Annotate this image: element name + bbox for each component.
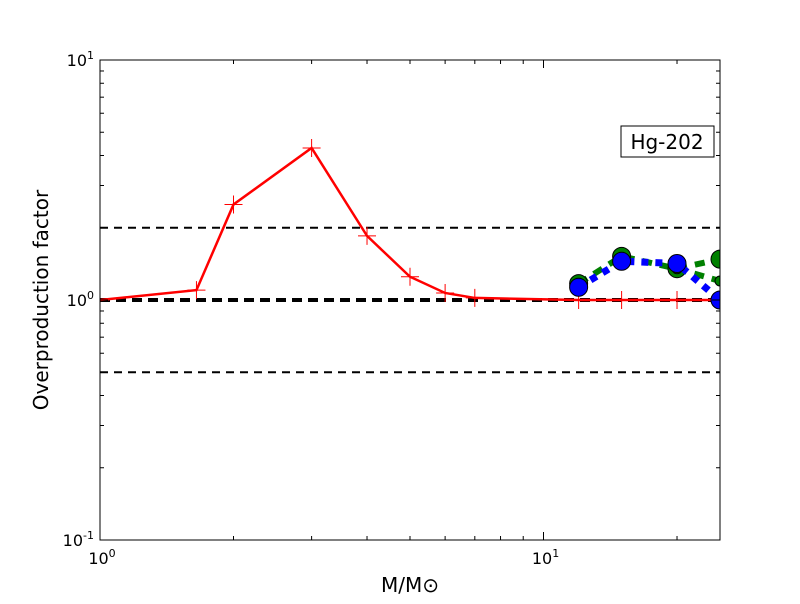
data-point <box>612 251 632 271</box>
data-point <box>710 249 720 269</box>
data-point <box>569 277 589 297</box>
data-point <box>187 281 206 300</box>
data-point <box>714 275 720 287</box>
data-point <box>612 291 631 309</box>
data-point <box>401 267 419 286</box>
y-axis-label: Overproduction factor <box>29 189 53 410</box>
data-point <box>302 138 321 157</box>
data-point <box>667 253 687 273</box>
data-point <box>668 291 687 309</box>
y-tick-label: 101 <box>67 49 94 70</box>
x-tick-label: 101 <box>532 547 559 568</box>
annotation-box: Hg-202 <box>620 125 715 158</box>
data-point <box>465 288 484 307</box>
data-point <box>358 226 377 245</box>
annotation-label: Hg-202 <box>630 130 703 154</box>
data-point <box>436 283 455 302</box>
data-point <box>224 195 243 214</box>
series-line-0 <box>100 146 720 302</box>
y-tick-label: 10-1 <box>63 529 94 550</box>
x-tick-label: 100 <box>88 547 115 568</box>
series-line-1 <box>577 253 720 287</box>
x-axis-label: M/M⊙ <box>381 573 439 597</box>
y-tick-label: 100 <box>67 289 94 310</box>
